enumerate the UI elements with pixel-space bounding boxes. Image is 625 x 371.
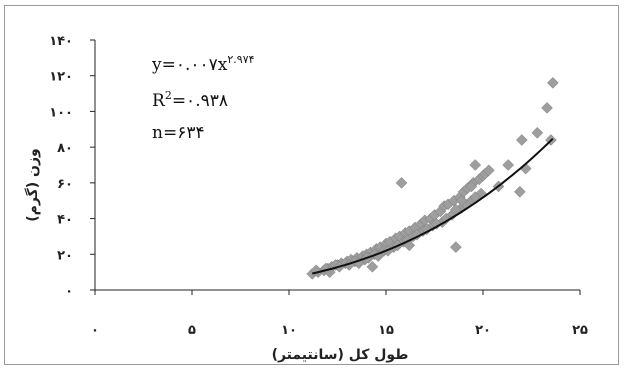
data-point xyxy=(465,180,478,193)
data-point xyxy=(541,102,553,114)
data-point xyxy=(546,77,559,89)
data-point xyxy=(455,194,468,207)
data-point xyxy=(531,127,544,139)
data-point xyxy=(440,212,452,225)
data-point xyxy=(514,185,526,198)
data-point xyxy=(515,134,528,146)
y-tick-label: ۲۰ xyxy=(57,248,73,263)
equation-annotation: y=۰.۰۰۷x۲.۹۷۴ xyxy=(151,53,255,75)
axes xyxy=(94,40,580,291)
y-tick-label: ۱۲۰ xyxy=(49,70,73,85)
y-tick-label: ۱۰۰ xyxy=(49,105,73,120)
data-point xyxy=(449,241,462,253)
data-point xyxy=(469,159,482,171)
data-point xyxy=(366,260,379,273)
x-axis-title: طول کل (سانتیمتر) xyxy=(272,347,409,363)
r-squared-annotation: R2=۰.۹۳۸ xyxy=(152,89,228,111)
y-tick-label: ۸۰ xyxy=(57,141,73,156)
y-tick-label: ۱۴۰ xyxy=(49,34,73,49)
x-tick-label: ۲۵ xyxy=(572,323,588,338)
y-axis-ticks: ۰ ۲۰ ۴۰ ۶۰ ۸۰ ۱۰۰ ۱۲۰ ۱۴۰ xyxy=(49,34,95,299)
sample-size-annotation: n=۶۳۴ xyxy=(152,123,205,143)
data-points xyxy=(306,77,559,280)
x-axis-ticks: ۰ ۵ ۱۰ ۱۵ ۲۰ ۲۵ xyxy=(91,290,588,338)
data-point xyxy=(395,177,408,189)
x-tick-label: ۵ xyxy=(188,323,196,338)
data-point xyxy=(502,159,515,171)
x-tick-label: ۰ xyxy=(91,323,99,338)
y-tick-label: ۶۰ xyxy=(57,177,73,192)
x-tick-label: ۱۰ xyxy=(281,323,297,338)
y-axis-title: وزن (گرم) xyxy=(24,148,41,222)
data-point xyxy=(482,164,495,177)
data-point xyxy=(420,223,433,236)
fit-curve xyxy=(312,137,554,275)
y-tick-label: ۰ xyxy=(65,284,73,299)
y-tick-label: ۴۰ xyxy=(57,213,73,228)
data-point xyxy=(430,218,443,230)
x-tick-label: ۱۵ xyxy=(378,323,394,338)
x-tick-label: ۲۰ xyxy=(475,323,491,338)
chart-frame xyxy=(4,5,619,365)
